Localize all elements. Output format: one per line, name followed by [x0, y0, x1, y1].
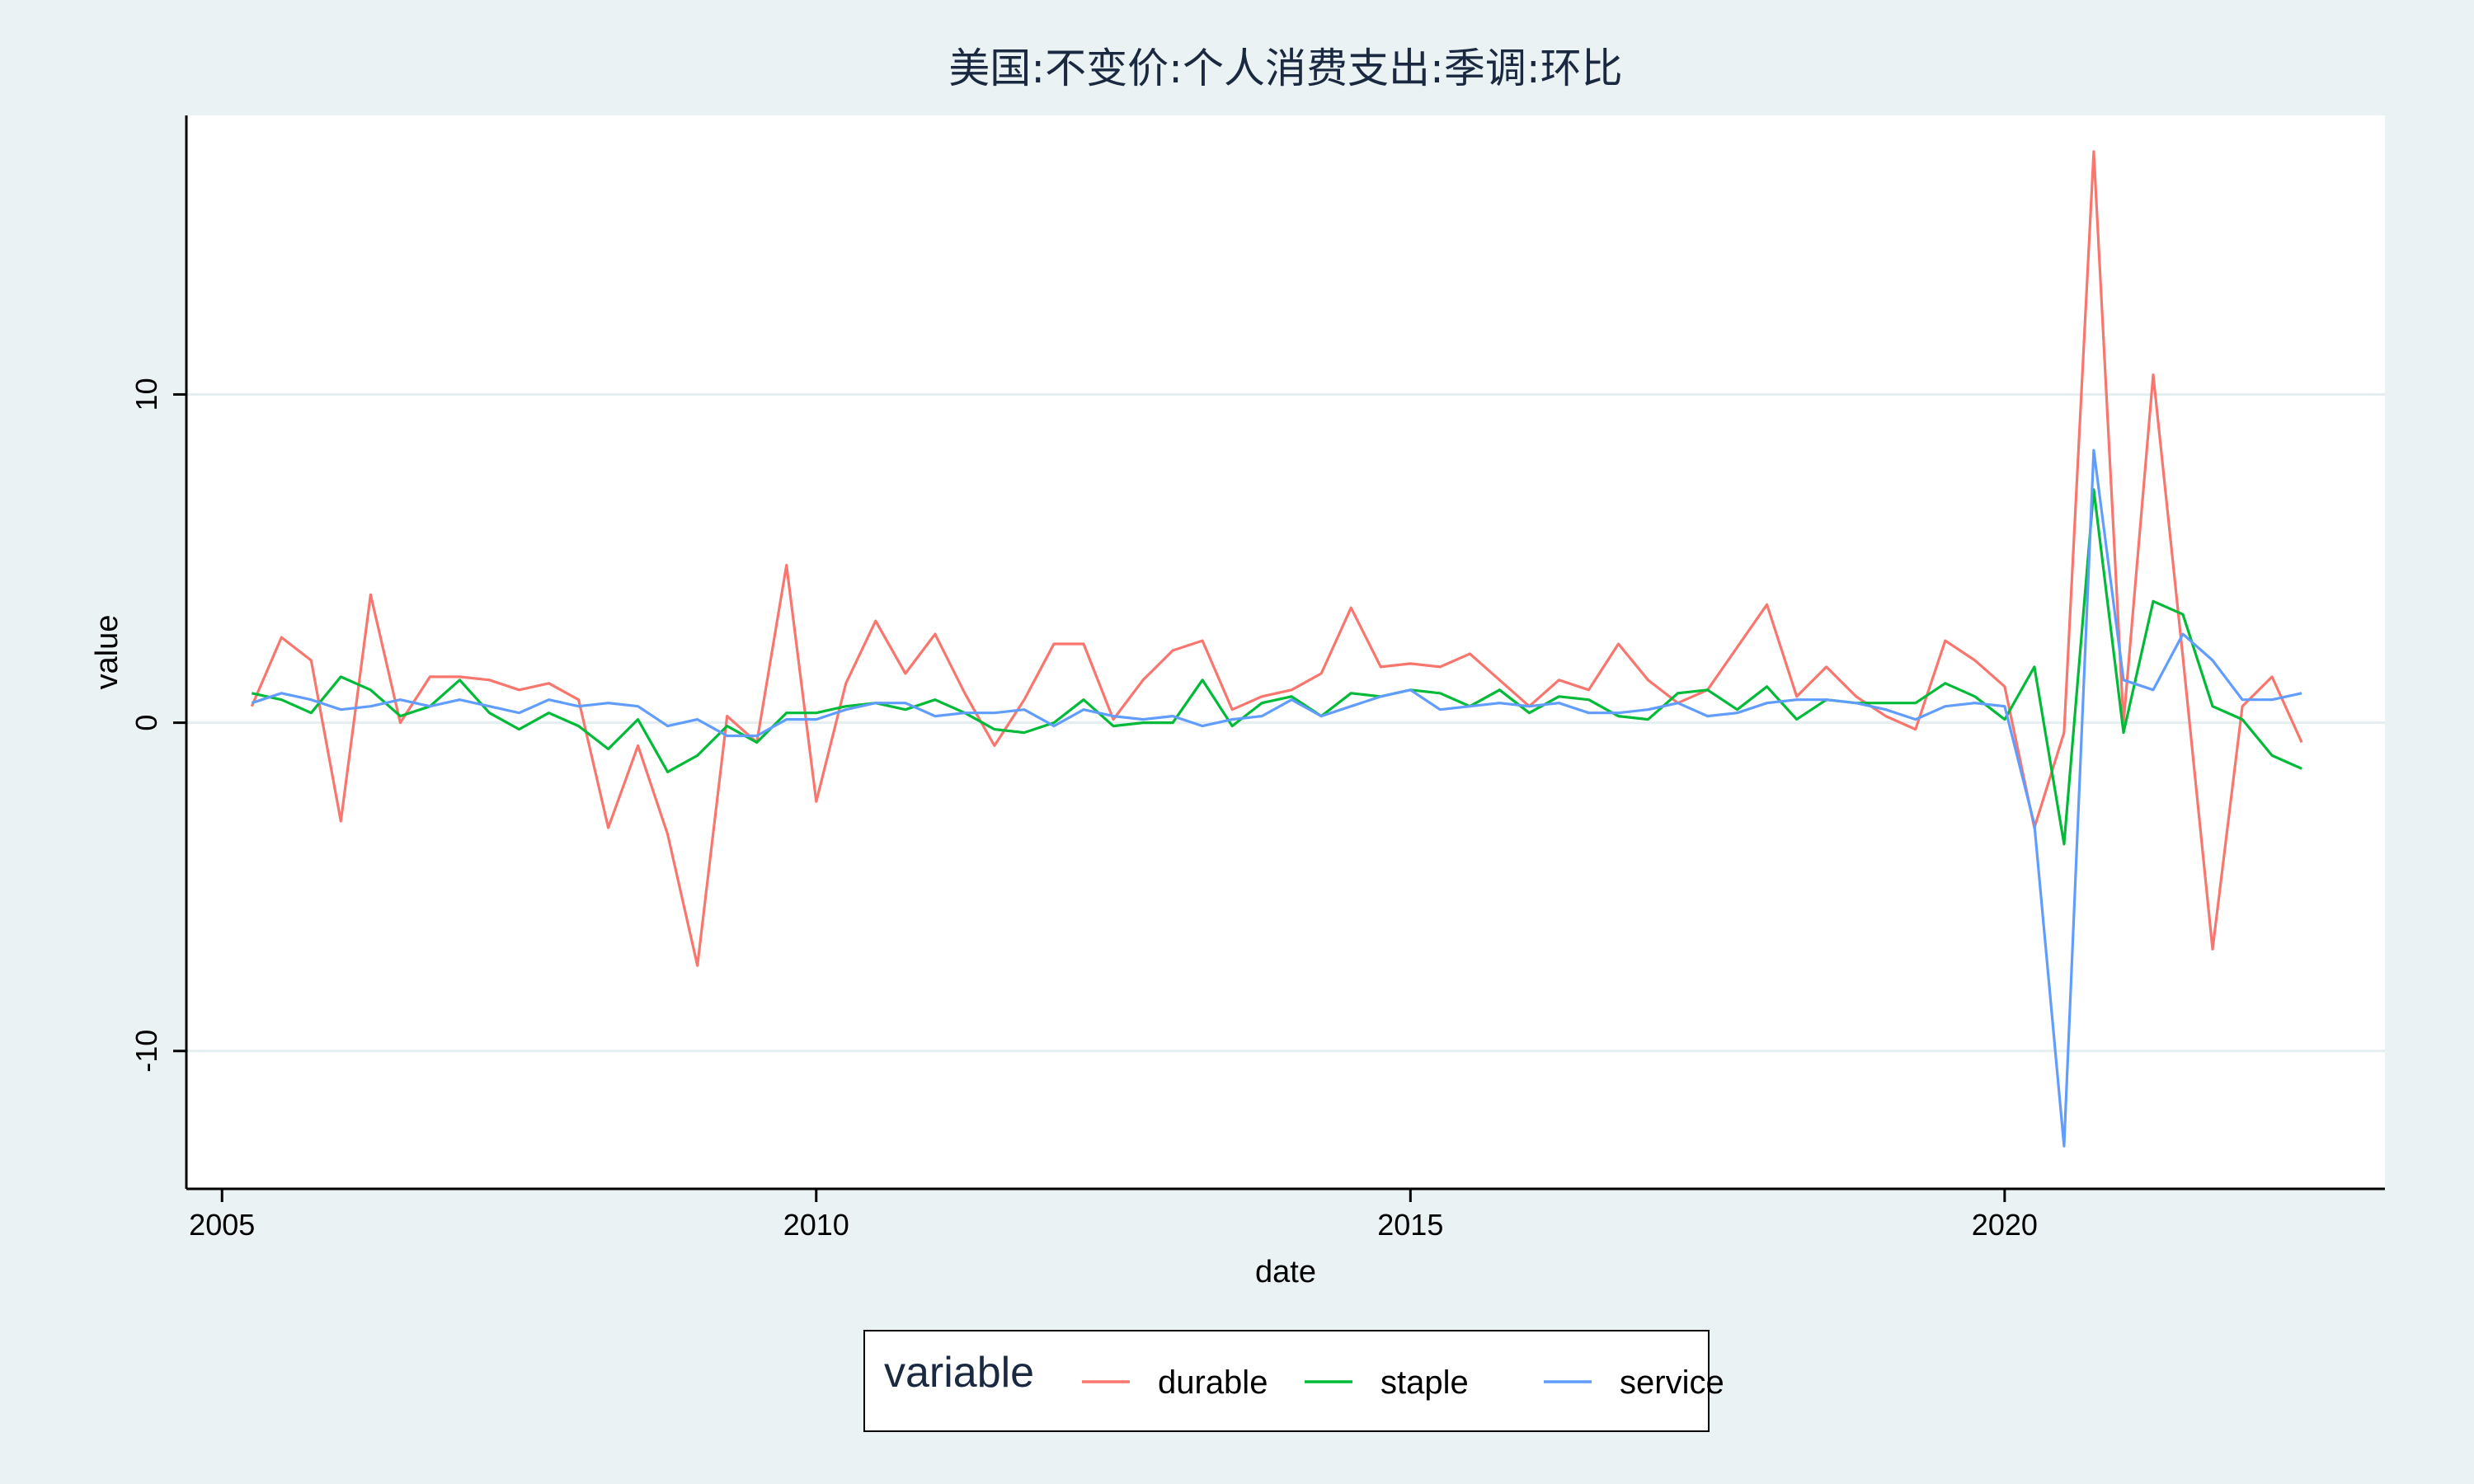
series-line-service [251, 448, 2302, 1148]
legend-label-durable: durable [1158, 1364, 1268, 1401]
legend-items: durable staple service [1082, 1364, 1724, 1401]
legend: variable durable staple service [863, 1330, 1724, 1432]
series-line-durable [250, 150, 2303, 967]
x-axis-label: date [1255, 1255, 1316, 1289]
legend-title: variable [884, 1349, 1034, 1397]
y-tick-label: 0 [129, 715, 163, 731]
x-tick-label: 2020 [1972, 1208, 2038, 1242]
gridlines [186, 392, 2385, 1053]
x-ticks: 2005 2010 2015 2020 [189, 1189, 2038, 1242]
x-tick-label: 2010 [783, 1208, 849, 1242]
y-axis-label: value [90, 615, 125, 690]
series-line-staple [251, 488, 2302, 846]
x-tick-label: 2005 [189, 1208, 255, 1242]
legend-label-staple: staple [1380, 1364, 1469, 1401]
x-tick-label: 2015 [1377, 1208, 1443, 1242]
y-tick-label: -10 [129, 1030, 163, 1073]
series-layer [250, 150, 2303, 1148]
chart-title: 美国:不变价:个人消费支出:季调:环比 [948, 45, 1622, 92]
y-ticks: -10 0 10 [129, 378, 186, 1073]
plot-area [186, 115, 2385, 1189]
y-tick-label: 10 [129, 378, 163, 411]
legend-label-service: service [1620, 1364, 1724, 1401]
